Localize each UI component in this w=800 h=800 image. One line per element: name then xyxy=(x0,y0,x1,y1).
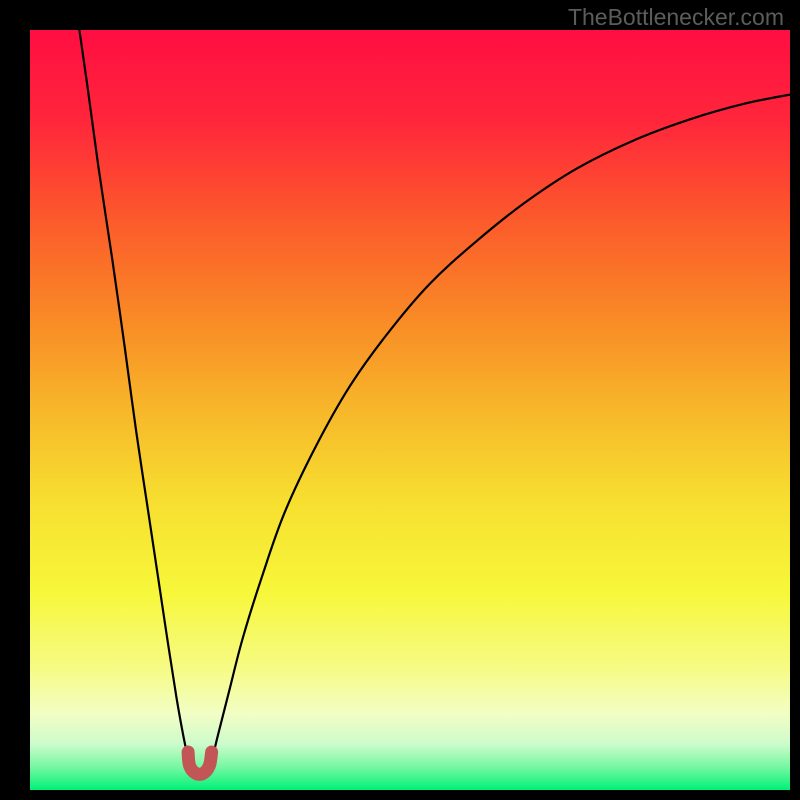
watermark-text: TheBottlenecker.com xyxy=(568,4,784,31)
gradient-background xyxy=(30,30,790,790)
chart-svg xyxy=(30,30,790,790)
plot-area xyxy=(30,30,790,790)
